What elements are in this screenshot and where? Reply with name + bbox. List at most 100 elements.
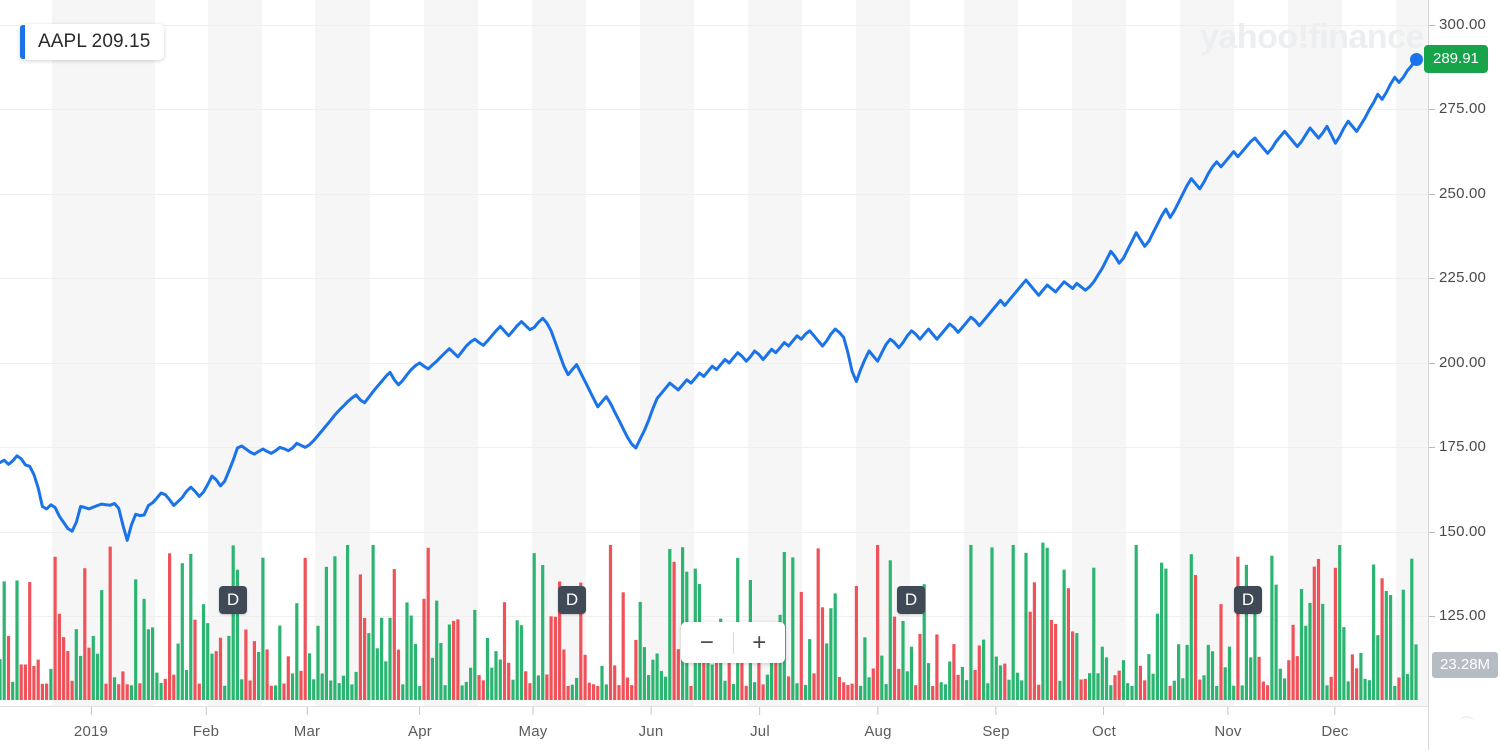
volume-bar	[481, 680, 485, 700]
volume-bar	[477, 675, 481, 700]
volume-bar	[201, 604, 206, 700]
gridline	[0, 532, 1428, 533]
volume-bar	[909, 646, 914, 700]
y-axis-tick: 300.00	[1429, 16, 1486, 33]
volume-bar	[299, 670, 303, 700]
legend-color-swatch	[20, 25, 25, 59]
volume-bar	[303, 557, 307, 700]
month-band	[424, 0, 478, 706]
zoom-out-button[interactable]: −	[699, 628, 714, 656]
volume-bar	[545, 674, 549, 700]
volume-bar	[53, 556, 57, 700]
volume-bar	[11, 681, 15, 700]
volume-bar	[1075, 633, 1079, 700]
month-band	[640, 0, 694, 706]
y-tick-dash	[1429, 531, 1435, 533]
volume-bar	[787, 676, 791, 700]
y-tick-dash	[1429, 446, 1435, 448]
dividend-marker[interactable]: D	[1234, 586, 1262, 614]
gridline	[0, 447, 1428, 448]
volume-bar	[375, 648, 379, 700]
volume-bar	[490, 667, 494, 700]
volume-bar	[83, 568, 87, 700]
dividend-marker[interactable]: D	[897, 586, 925, 614]
volume-bar	[689, 686, 693, 700]
volume-bar	[36, 659, 40, 700]
volume-bar	[2, 581, 6, 700]
volume-bar	[757, 655, 761, 700]
volume-bar	[846, 684, 850, 700]
volume-bar	[536, 675, 540, 700]
volume-bar	[295, 603, 299, 700]
volume-bar	[388, 617, 392, 700]
volume-bar	[1283, 678, 1287, 700]
volume-bar	[346, 545, 350, 700]
volume-bar	[596, 686, 600, 700]
y-tick-dash	[1429, 24, 1435, 26]
volume-bar	[371, 545, 375, 700]
x-tick-mark	[306, 707, 308, 715]
volume-bar	[744, 685, 748, 700]
volume-bar	[977, 645, 981, 700]
volume-bar	[888, 560, 892, 700]
watermark-yahoo: yahoo	[1200, 18, 1298, 56]
volume-bar	[227, 635, 231, 700]
volume-bar	[1032, 582, 1036, 700]
volume-bar	[79, 655, 83, 700]
volume-bar	[494, 651, 498, 700]
volume-bar	[206, 623, 210, 700]
volume-bar	[1143, 680, 1147, 700]
volume-bar	[1206, 644, 1210, 700]
volume-bar	[1113, 675, 1117, 700]
dividend-marker[interactable]: D	[219, 586, 247, 614]
x-tick-label: Dec	[1321, 723, 1349, 740]
zoom-in-button[interactable]: +	[752, 628, 767, 656]
volume-bar	[1287, 660, 1291, 700]
volume-bar	[1227, 646, 1232, 700]
volume-bar	[676, 649, 680, 700]
volume-bar	[613, 665, 617, 700]
y-tick-label: 175.00	[1439, 438, 1487, 455]
price-and-volume-series	[0, 57, 1418, 700]
volume-bar	[1151, 673, 1155, 700]
plot-area[interactable]	[0, 0, 1428, 706]
y-tick-label: 125.00	[1439, 607, 1487, 624]
volume-bar	[943, 684, 947, 700]
volume-bar	[668, 548, 672, 700]
volume-bar	[142, 598, 146, 700]
volume-bar	[1291, 624, 1295, 700]
zoom-controls[interactable]: − +	[681, 622, 785, 663]
volume-bar	[1338, 545, 1342, 700]
volume-bar	[994, 656, 998, 700]
volume-bar	[1024, 552, 1028, 700]
x-tick-mark	[205, 707, 207, 715]
volume-bar	[240, 679, 244, 700]
volume-bar	[163, 678, 167, 700]
dividend-marker[interactable]: D	[558, 586, 586, 614]
volume-bar	[948, 661, 952, 700]
volume-bar	[740, 642, 744, 700]
x-tick-mark	[532, 707, 534, 715]
y-tick-label: 150.00	[1439, 523, 1487, 540]
volume-bar	[1232, 685, 1236, 700]
gridline	[0, 616, 1428, 617]
volume-bar	[532, 553, 536, 700]
x-axis-tick: Mar	[294, 707, 320, 740]
volume-bar	[630, 685, 634, 700]
volume-bar	[380, 617, 384, 700]
volume-bar	[825, 643, 829, 700]
watermark-finance: finance	[1308, 18, 1424, 56]
volume-bar	[1270, 555, 1274, 700]
volume-bar	[1147, 654, 1151, 700]
y-tick-label: 250.00	[1439, 185, 1487, 202]
y-axis-tick: 275.00	[1429, 100, 1486, 117]
volume-bar	[95, 653, 100, 700]
series-legend[interactable]: AAPL 209.15	[20, 24, 165, 60]
volume-bar	[710, 664, 714, 700]
volume-bar	[842, 682, 846, 700]
volume-bar	[1121, 660, 1126, 700]
volume-bar	[235, 569, 239, 700]
corner-decoration	[1460, 716, 1474, 726]
y-tick-label: 200.00	[1439, 354, 1487, 371]
